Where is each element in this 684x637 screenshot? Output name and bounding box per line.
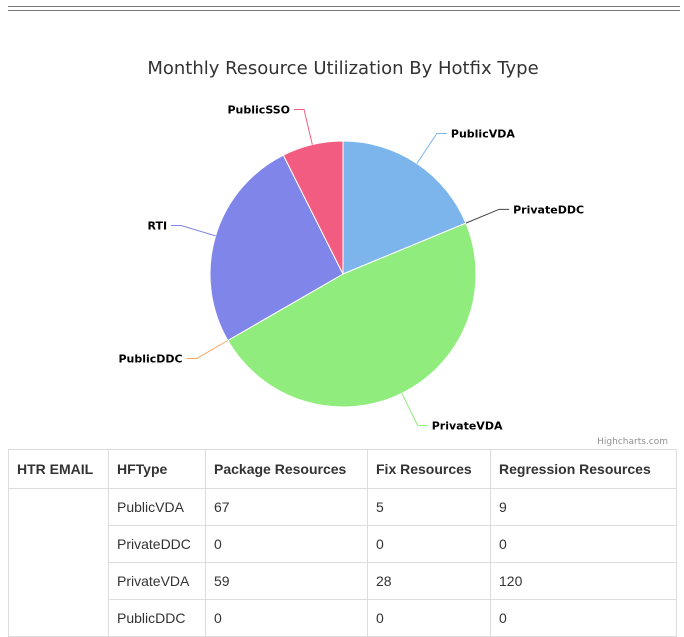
hftype-cell: PrivateVDA xyxy=(108,562,206,600)
regression-resources-cell: 0 xyxy=(490,599,677,637)
slice-label-publicddc: PublicDDC xyxy=(118,353,182,366)
table-row: PrivateDDC 0 0 0 xyxy=(9,525,677,563)
table-row: PublicVDA 67 5 9 xyxy=(8,488,677,637)
hftype-cell: PublicDDC xyxy=(108,599,206,637)
connector-publicvda xyxy=(416,132,447,164)
table-row: PublicDDC 0 0 0 xyxy=(9,599,677,637)
slice-label-publicsso: PublicSSO xyxy=(227,104,290,117)
connector-rti xyxy=(171,225,216,237)
resource-table: HTR EMAIL HFType Package Resources Fix R… xyxy=(8,449,677,637)
chart-title: Monthly Resource Utilization By Hotfix T… xyxy=(147,58,538,79)
header-regression-resources: Regression Resources xyxy=(490,449,677,489)
header-htr-email: HTR EMAIL xyxy=(8,449,109,489)
pie-chart: Monthly Resource Utilization By Hotfix T… xyxy=(8,20,674,448)
fix-resources-cell: 0 xyxy=(367,525,491,563)
connector-privatevda xyxy=(401,393,428,427)
pie-slice-publicsso[interactable] xyxy=(282,140,344,275)
connector-privateddc xyxy=(465,208,510,224)
package-resources-cell: 0 xyxy=(205,525,368,563)
top-divider xyxy=(8,6,680,11)
slice-label-privatevda: PrivateVDA xyxy=(432,420,503,433)
htr-email-cell xyxy=(8,488,109,637)
regression-resources-cell: 0 xyxy=(490,525,677,563)
hftype-cell: PublicVDA xyxy=(108,488,206,526)
fix-resources-cell: 5 xyxy=(367,488,491,526)
chart-svg: Monthly Resource Utilization By Hotfix T… xyxy=(118,58,668,447)
slice-label-privateddc: PrivateDDC xyxy=(513,203,584,216)
pie-slice-privatevda[interactable] xyxy=(227,222,477,408)
connector-publicddc xyxy=(186,340,229,359)
pie-slice-rti[interactable] xyxy=(209,154,344,342)
fix-resources-cell: 0 xyxy=(367,599,491,637)
package-resources-cell: 59 xyxy=(205,562,368,600)
hftype-cell: PrivateDDC xyxy=(108,525,206,563)
header-hftype: HFType xyxy=(108,449,206,489)
slice-label-rti: RTI xyxy=(148,220,168,233)
package-resources-cell: 0 xyxy=(205,599,368,637)
fix-resources-cell: 28 xyxy=(367,562,491,600)
header-fix-resources: Fix Resources xyxy=(367,449,491,489)
package-resources-cell: 67 xyxy=(205,488,368,526)
table-header-row: HTR EMAIL HFType Package Resources Fix R… xyxy=(8,449,677,489)
table-row: PrivateVDA 59 28 120 xyxy=(9,562,677,600)
highcharts-credits[interactable]: Highcharts.com xyxy=(597,437,668,447)
header-package-resources: Package Resources xyxy=(205,449,368,489)
slice-label-publicvda: PublicVDA xyxy=(451,127,515,140)
connector-publicsso xyxy=(294,109,313,145)
regression-resources-cell: 120 xyxy=(490,562,677,600)
regression-resources-cell: 9 xyxy=(490,488,677,526)
pie-slice-publicvda[interactable] xyxy=(342,140,467,275)
